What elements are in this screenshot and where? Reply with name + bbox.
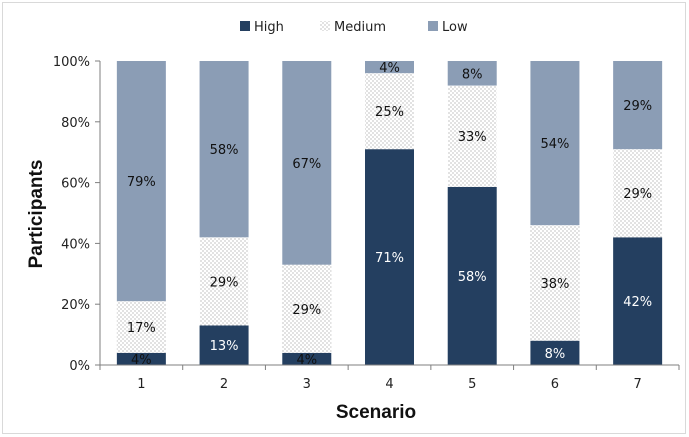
- bar-segment-high: [199, 325, 249, 365]
- y-tick-label: 0%: [69, 359, 90, 374]
- y-tick-label: 100%: [53, 55, 90, 70]
- legend-swatch-high: [240, 21, 250, 31]
- data-label: 58%: [210, 143, 239, 158]
- bar-segment-medium: [199, 237, 249, 326]
- bar-segment-low: [530, 61, 580, 226]
- data-label: 33%: [458, 130, 487, 145]
- bar-segment-high: [613, 237, 663, 365]
- y-tick-label: 60%: [61, 177, 90, 192]
- bar-segment-medium: [447, 85, 497, 187]
- data-label: 29%: [623, 187, 652, 202]
- x-tick-label: 4: [385, 377, 393, 392]
- data-label: 25%: [375, 105, 404, 120]
- data-label: 38%: [540, 277, 569, 292]
- x-tick-label: 2: [220, 377, 228, 392]
- y-tick-label: 40%: [61, 237, 90, 252]
- bar-segment-low: [447, 61, 497, 86]
- bar-segment-medium: [116, 301, 166, 353]
- data-label: 13%: [210, 339, 239, 354]
- bar-segment-low: [613, 61, 663, 150]
- bar-segment-low: [282, 61, 332, 265]
- bar-segment-low: [199, 61, 249, 238]
- legend-label-medium: Medium: [334, 20, 386, 35]
- bar-segment-medium: [365, 73, 414, 150]
- y-axis: 0% 20% 40% 60% 80% 100%: [53, 55, 101, 374]
- data-label: 67%: [292, 157, 321, 172]
- bar-segment-low: [116, 61, 166, 302]
- x-tick-label: 5: [468, 377, 476, 392]
- data-label: 29%: [292, 303, 321, 318]
- x-tick-label: 6: [551, 377, 559, 392]
- data-label: 29%: [210, 275, 239, 290]
- y-tick-label: 20%: [61, 298, 90, 313]
- x-tick-label: 1: [137, 377, 145, 392]
- bar-segment-medium: [282, 264, 332, 353]
- bar-segment-high: [530, 340, 580, 365]
- data-label: 54%: [540, 137, 569, 152]
- bar-segment-high: [365, 149, 414, 365]
- bar-segment-medium: [613, 149, 663, 238]
- data-label: 8%: [462, 67, 483, 82]
- y-tick-label: 80%: [61, 116, 90, 131]
- data-label: 71%: [375, 251, 404, 266]
- x-axis: 1 2 3 4 5 6 7: [99, 364, 680, 392]
- x-tick-label: 3: [303, 377, 311, 392]
- bar-segment-medium: [530, 225, 580, 341]
- legend-swatch-medium: [320, 21, 330, 31]
- bars: 4% 17% 79% 13% 29% 58% 4% 29% 67% 71% 25% 4% 58% 33% 8…: [116, 61, 663, 368]
- data-label: 29%: [623, 99, 652, 114]
- y-axis-title: Participants: [26, 160, 47, 269]
- legend: High Medium Low: [240, 20, 468, 35]
- data-label: 79%: [127, 175, 156, 190]
- legend-swatch-low: [428, 21, 438, 31]
- x-axis-title: Scenario: [336, 402, 416, 423]
- data-label: 58%: [458, 270, 487, 285]
- data-label: 8%: [545, 347, 566, 362]
- data-label: 42%: [623, 295, 652, 310]
- bar-segment-high: [282, 352, 332, 365]
- bar-segment-high: [447, 186, 497, 365]
- legend-label-low: Low: [442, 20, 468, 35]
- data-label: 17%: [127, 321, 156, 336]
- data-label: 4%: [379, 61, 400, 76]
- bar-segment-high: [116, 352, 166, 365]
- data-label: 4%: [296, 353, 317, 368]
- bar-segment-low: [365, 61, 414, 74]
- x-tick-label: 7: [634, 377, 642, 392]
- legend-label-high: High: [254, 20, 284, 35]
- data-label: 4%: [131, 353, 152, 368]
